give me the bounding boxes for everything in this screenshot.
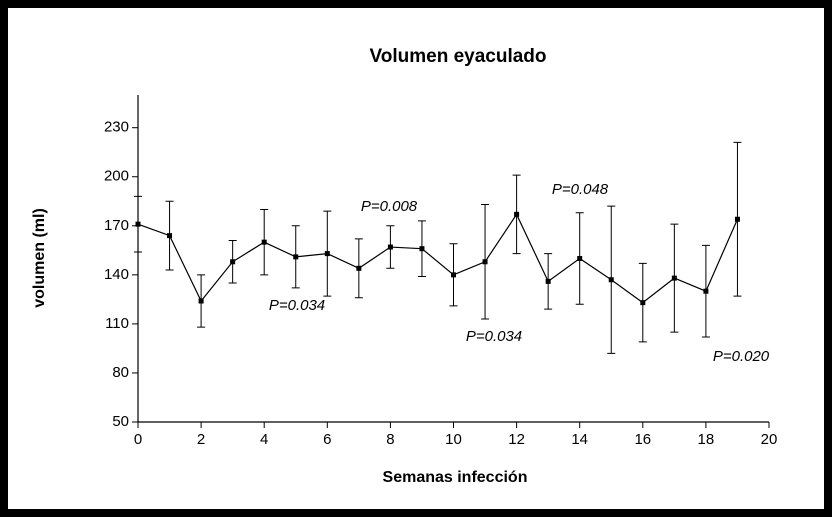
- data-point: [608, 277, 614, 283]
- x-tick-label: 14: [571, 431, 588, 448]
- x-tick-label: 8: [386, 431, 394, 448]
- data-point: [545, 278, 551, 284]
- annotation: P=0.008: [361, 198, 418, 215]
- data-point: [577, 256, 583, 261]
- data-line: [137, 213, 738, 304]
- y-tick-label: 80: [112, 364, 129, 381]
- data-point: [198, 298, 204, 304]
- x-tick-label: 0: [134, 431, 142, 448]
- y-tick-label: 50: [112, 413, 129, 430]
- annotation: P=0.034: [466, 328, 522, 345]
- y-tick-label: 230: [104, 119, 129, 136]
- data-point: [734, 216, 740, 222]
- x-tick-label: 6: [323, 431, 331, 448]
- data-point: [451, 272, 456, 278]
- x-axis-label: Semanas infección: [383, 469, 528, 486]
- chart-title: Volumen eyaculado: [369, 46, 546, 67]
- data-point: [671, 275, 677, 281]
- x-tick-label: 20: [761, 431, 778, 448]
- x-tick-label: 4: [260, 431, 268, 448]
- x-tick-label: 2: [197, 431, 205, 448]
- x-tick-label: 16: [634, 431, 651, 448]
- data-point: [135, 221, 141, 227]
- y-axis-label: volumen (ml): [31, 208, 48, 308]
- data-point: [324, 251, 330, 257]
- y-tick-label: 140: [104, 266, 129, 283]
- x-tick-label: 10: [445, 431, 462, 448]
- y-tick-label: 170: [104, 217, 129, 234]
- data-point: [293, 254, 299, 260]
- x-tick-label: 18: [698, 431, 715, 448]
- annotation: P=0.034: [269, 297, 325, 314]
- data-point: [640, 300, 646, 306]
- data-point: [230, 259, 236, 265]
- data-point: [703, 288, 709, 294]
- y-tick-label: 110: [105, 315, 129, 332]
- data-point: [261, 239, 267, 245]
- annotation: P=0.048: [552, 181, 609, 198]
- data-point: [419, 246, 425, 252]
- data-point: [356, 265, 362, 271]
- annotation: P=0.020: [713, 348, 770, 365]
- data-point: [514, 211, 520, 217]
- y-tick-label: 200: [104, 168, 129, 185]
- data-point: [482, 259, 488, 265]
- x-tick-label: 12: [508, 431, 525, 448]
- data-point: [387, 244, 393, 250]
- data-point: [167, 233, 173, 239]
